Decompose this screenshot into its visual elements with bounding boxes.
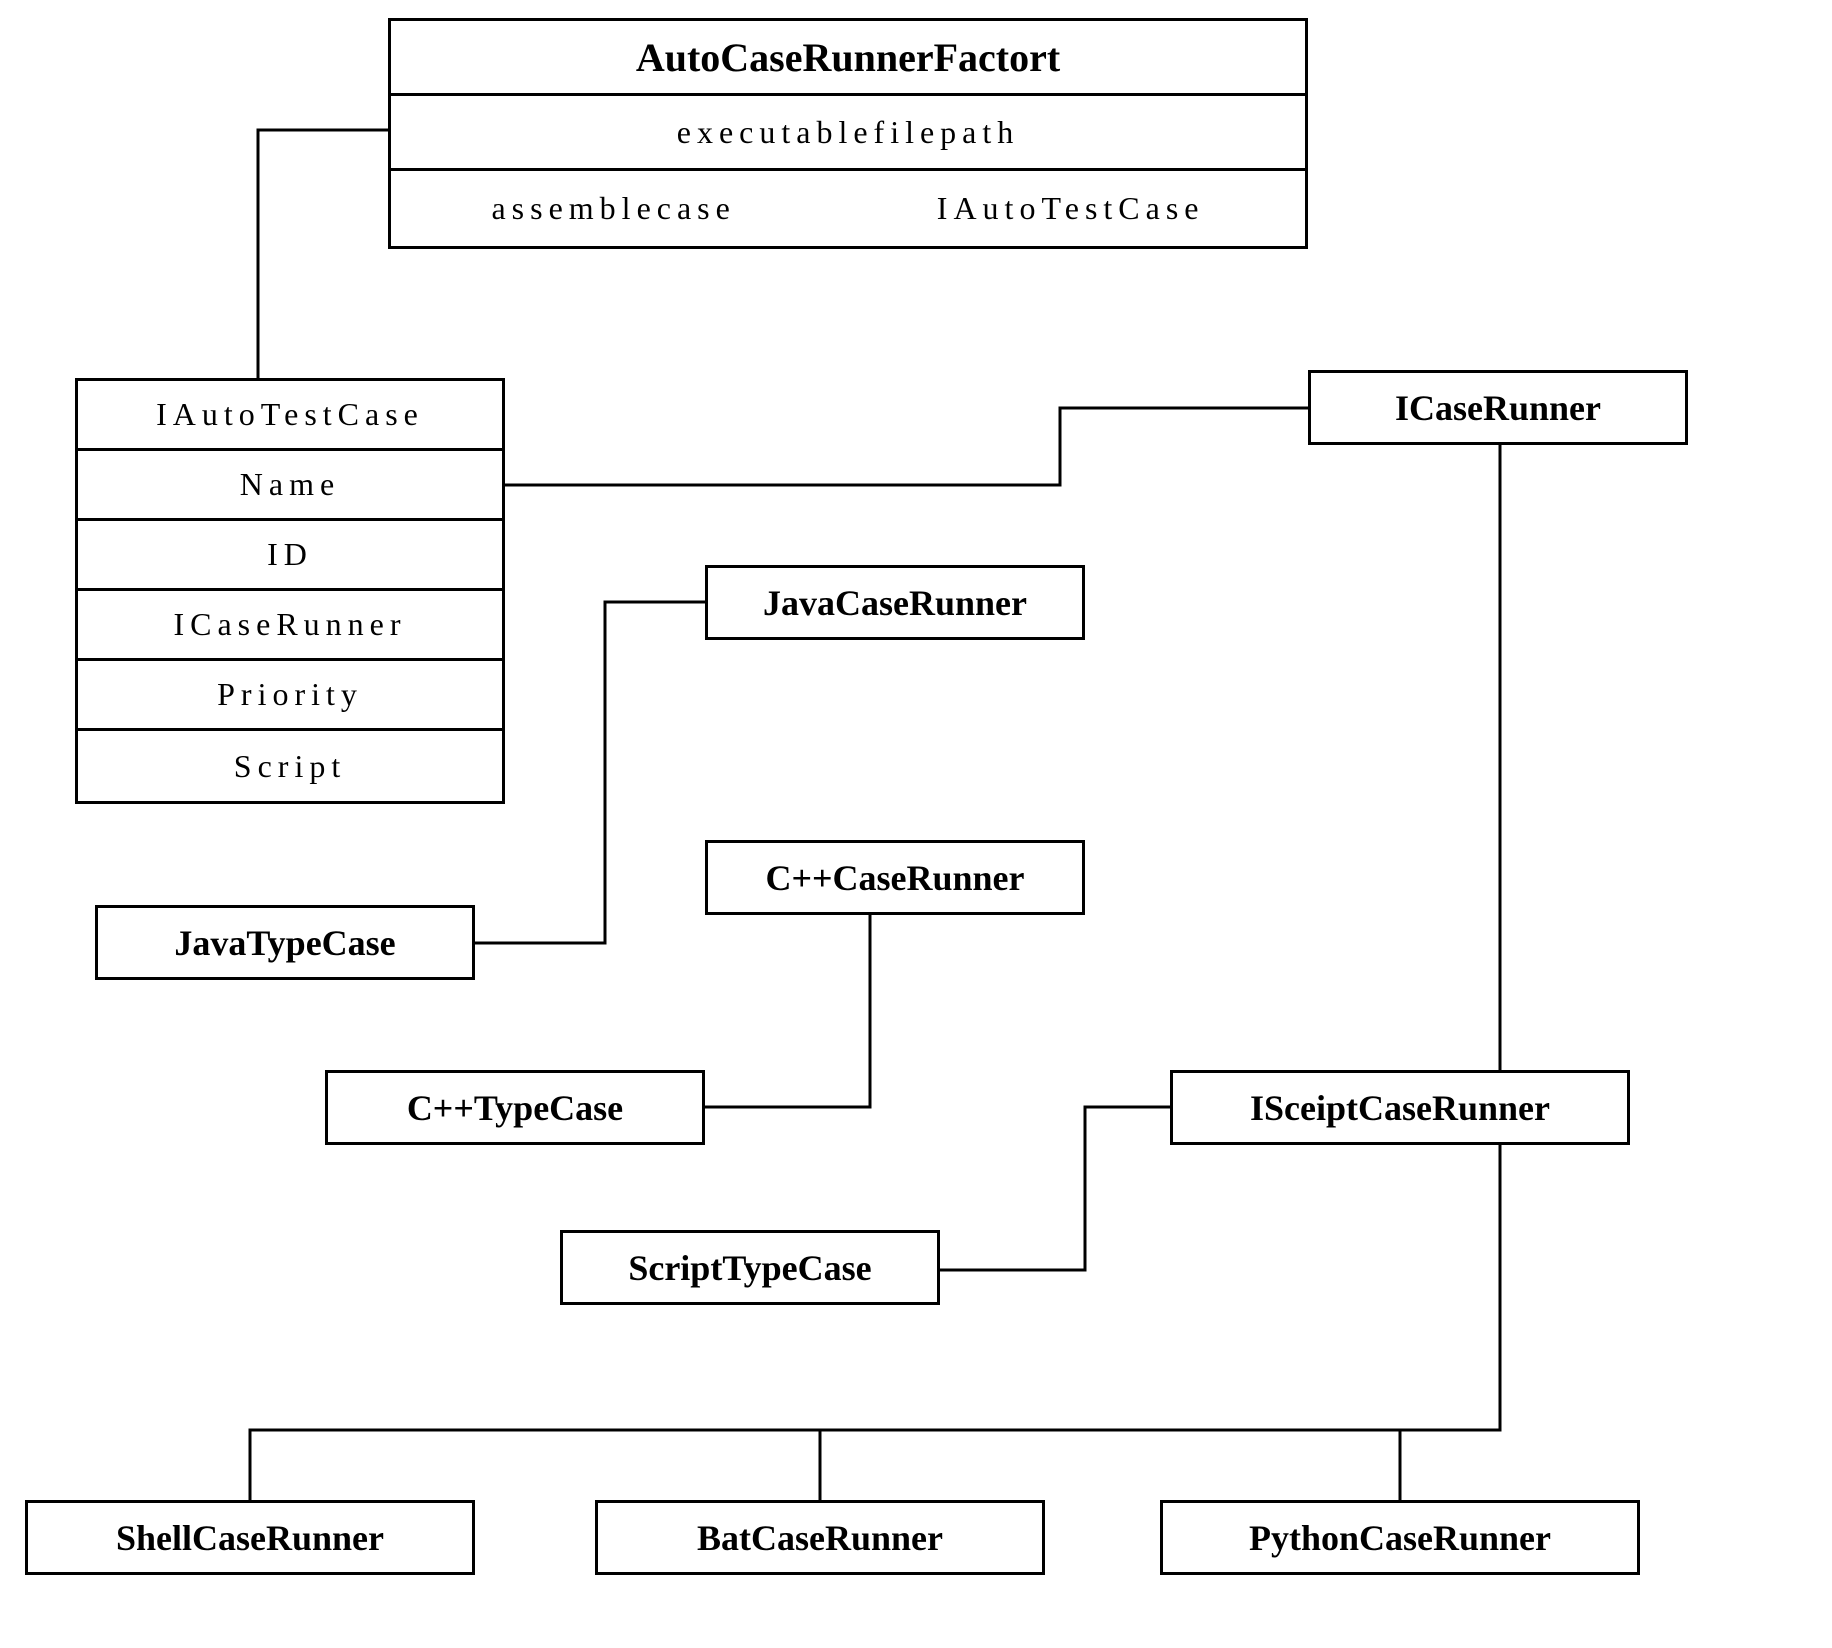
node-batcaserunner: BatCaseRunner	[595, 1500, 1045, 1575]
cpptypecase-label: C++TypeCase	[407, 1087, 623, 1129]
iautotestcase-name: Name	[240, 466, 340, 503]
node-cppcaserunner: C++CaseRunner	[705, 840, 1085, 915]
iautotestcase-script: Script	[234, 748, 346, 785]
iautotestcase-id: ID	[267, 536, 313, 573]
node-iautotestcase: IAutoTestCase Name ID ICaseRunner Priori…	[75, 378, 505, 804]
factory-row1: executablefilepath	[677, 114, 1020, 151]
node-factory: AutoCaseRunnerFactort executablefilepath…	[388, 18, 1308, 249]
node-javatypecase: JavaTypeCase	[95, 905, 475, 980]
node-pythoncaserunner: PythonCaseRunner	[1160, 1500, 1640, 1575]
batcaserunner-label: BatCaseRunner	[697, 1517, 943, 1559]
shellcaserunner-label: ShellCaseRunner	[116, 1517, 384, 1559]
factory-row2-right: IAutoTestCase	[937, 190, 1205, 227]
iautotestcase-icaserunner: ICaseRunner	[173, 606, 406, 643]
node-cpptypecase: C++TypeCase	[325, 1070, 705, 1145]
node-icaserunner: ICaseRunner	[1308, 370, 1688, 445]
iscriptcaserunner-label: ISceiptCaseRunner	[1250, 1087, 1550, 1129]
javatypecase-label: JavaTypeCase	[174, 922, 395, 964]
cppcaserunner-label: C++CaseRunner	[765, 857, 1024, 899]
node-shellcaserunner: ShellCaseRunner	[25, 1500, 475, 1575]
iautotestcase-title: IAutoTestCase	[156, 396, 424, 433]
diagram-canvas: AutoCaseRunnerFactort executablefilepath…	[0, 0, 1832, 1648]
scripttypecase-label: ScriptTypeCase	[628, 1247, 871, 1289]
javacaserunner-label: JavaCaseRunner	[763, 582, 1027, 624]
iautotestcase-priority: Priority	[217, 676, 363, 713]
factory-title: AutoCaseRunnerFactort	[636, 34, 1060, 81]
icaserunner-label: ICaseRunner	[1395, 387, 1601, 429]
node-scripttypecase: ScriptTypeCase	[560, 1230, 940, 1305]
node-javacaserunner: JavaCaseRunner	[705, 565, 1085, 640]
pythoncaserunner-label: PythonCaseRunner	[1249, 1517, 1551, 1559]
node-iscriptcaserunner: ISceiptCaseRunner	[1170, 1070, 1630, 1145]
factory-row2-left: assemblecase	[491, 190, 735, 227]
